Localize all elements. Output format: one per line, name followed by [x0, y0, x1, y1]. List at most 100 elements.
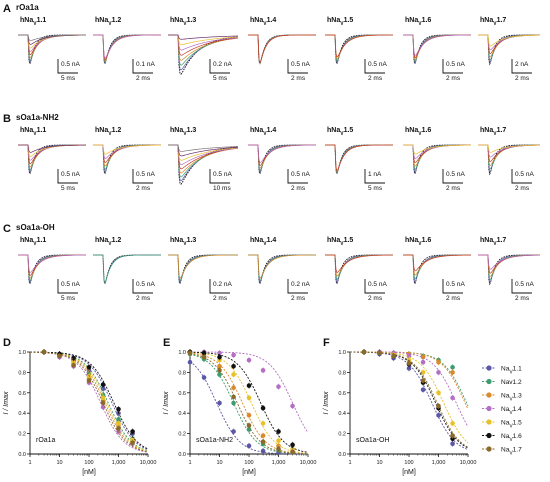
- scale-bar: [287, 279, 308, 294]
- scale-time-label: 2 ms: [446, 295, 461, 302]
- panel-compound-label: rOa1a: [36, 437, 56, 444]
- data-point: [116, 421, 121, 426]
- scale-time-label: 2 ms: [446, 185, 461, 192]
- trace-panel: hNaV1.5 1 nA 5 ms: [325, 127, 393, 192]
- scale-time-label: 5 ms: [61, 75, 76, 82]
- scale-bar: [364, 279, 385, 294]
- data-point: [276, 384, 281, 389]
- channel-label: hNaV1.5: [327, 17, 353, 27]
- scale-current-label: 0.5 nA: [61, 171, 80, 178]
- channel-label: hNaV1.4: [250, 127, 276, 137]
- scale-current-label: 0.5 nA: [368, 281, 387, 288]
- scale-time-label: 2 ms: [515, 185, 530, 192]
- dose-response-panel-d: D 0.0 0.2 0.4 0.6 0.8 1.0 1 10 100 1,000 10,000 [nM]…: [3, 337, 156, 476]
- y-tick-label: 0.8: [18, 370, 26, 376]
- trace-panel: hNaV1.2 0.5 nA 2 ms: [93, 237, 161, 302]
- panel-letter-a: A: [3, 3, 11, 15]
- legend-label: NaV1.7: [501, 446, 522, 456]
- current-trace: [403, 144, 472, 155]
- channel-label: hNaV1.7: [480, 127, 506, 137]
- x-tick-label: 10,000: [460, 460, 477, 466]
- data-point: [420, 359, 426, 365]
- scale-bar: [364, 169, 385, 184]
- y-tick-label: 1.0: [18, 350, 26, 356]
- data-point: [436, 390, 441, 396]
- panel-letter-d: D: [3, 337, 11, 349]
- channel-label: hNaV1.1: [20, 127, 46, 137]
- data-point: [231, 385, 236, 391]
- x-tick-label: 10: [216, 460, 222, 466]
- scale-bar: [287, 169, 308, 184]
- data-point: [246, 443, 252, 449]
- channel-label: hNaV1.3: [170, 127, 196, 137]
- data-point: [86, 378, 92, 383]
- data-point: [450, 365, 455, 370]
- trace-panel: hNaV1.4 0.2 nA 2 ms: [248, 237, 317, 302]
- channel-label: hNaV1.4: [250, 237, 276, 247]
- current-trace: [248, 144, 317, 163]
- data-point: [406, 360, 412, 366]
- x-tick-label: 10,000: [300, 460, 317, 466]
- x-tick-label: 100: [404, 460, 413, 466]
- scale-bar: [511, 59, 532, 74]
- y-tick-label: 0.2: [18, 432, 26, 438]
- y-tick-label: 0.8: [178, 370, 186, 376]
- scale-current-label: 0.5 nA: [446, 171, 465, 178]
- series: [349, 349, 469, 448]
- data-point: [231, 400, 236, 406]
- data-point: [290, 403, 295, 409]
- trace-panel: hNaV1.2 0.1 nA 2 ms: [93, 17, 162, 82]
- scale-current-label: 0.5 nA: [368, 61, 387, 68]
- data-point: [246, 412, 252, 418]
- channel-label: hNaV1.2: [95, 127, 121, 137]
- x-axis-title: [nM]: [82, 469, 96, 476]
- channel-label: hNaV1.1: [20, 17, 46, 27]
- legend-marker: [486, 392, 492, 398]
- data-point: [201, 354, 207, 360]
- data-point: [436, 370, 441, 375]
- current-trace: [248, 254, 317, 279]
- series: [29, 349, 149, 453]
- data-point: [420, 378, 426, 383]
- current-trace: [93, 254, 161, 284]
- legend-marker: [486, 378, 492, 385]
- scale-time-label: 2 ms: [291, 295, 306, 302]
- channel-label: hNaV1.7: [480, 237, 506, 247]
- scale-bar: [57, 169, 78, 184]
- current-trace: [403, 34, 471, 57]
- dose-response-panel-e: E 0.0 0.2 0.4 0.6 0.8 1.0 1 10 100 1,000 10,000 [nM]…: [163, 337, 316, 476]
- x-tick-label: 1: [188, 460, 191, 466]
- data-point: [377, 350, 382, 356]
- x-axis-title: [nM]: [402, 469, 416, 476]
- current-trace: [478, 254, 541, 281]
- scale-current-label: 0.5 nA: [213, 171, 232, 178]
- current-trace: [325, 34, 394, 58]
- current-trace: [168, 34, 239, 51]
- current-trace: [478, 254, 540, 286]
- fit-curve: [29, 351, 149, 453]
- data-point: [260, 368, 266, 373]
- scale-current-label: 1 nA: [368, 171, 382, 178]
- legend-marker: [486, 419, 492, 425]
- data-point: [100, 395, 106, 401]
- legend-item: NaV1.4: [482, 406, 522, 416]
- data-point: [450, 395, 455, 401]
- panel-compound-label: sOa1a-NH2: [196, 437, 233, 444]
- data-point: [246, 427, 252, 432]
- data-point: [450, 370, 455, 375]
- trace-panel: hNaV1.7 0.5 nA 2 ms: [478, 237, 541, 302]
- current-trace: [93, 144, 162, 155]
- scale-bar: [442, 169, 463, 184]
- y-tick-label: 0.0: [338, 452, 346, 458]
- scale-time-label: 2 ms: [291, 75, 306, 82]
- legend-label: NaV1.5: [501, 419, 522, 429]
- trace-panel: hNaV1.1 0.5 nA 5 ms: [18, 17, 87, 82]
- scale-bar: [364, 59, 385, 74]
- trace-panel: hNaV1.7 0.5 nA 2 ms: [478, 127, 541, 192]
- scale-time-label: 5 ms: [61, 295, 76, 302]
- row-title: sOa1a-NH2: [16, 113, 59, 122]
- legend: NaV1.1 Nav1.2 NaV1.3 NaV1.4 NaV1.5 NaV1.6 NaV1…: [482, 365, 522, 456]
- data-point: [217, 368, 222, 373]
- current-trace: [168, 144, 239, 157]
